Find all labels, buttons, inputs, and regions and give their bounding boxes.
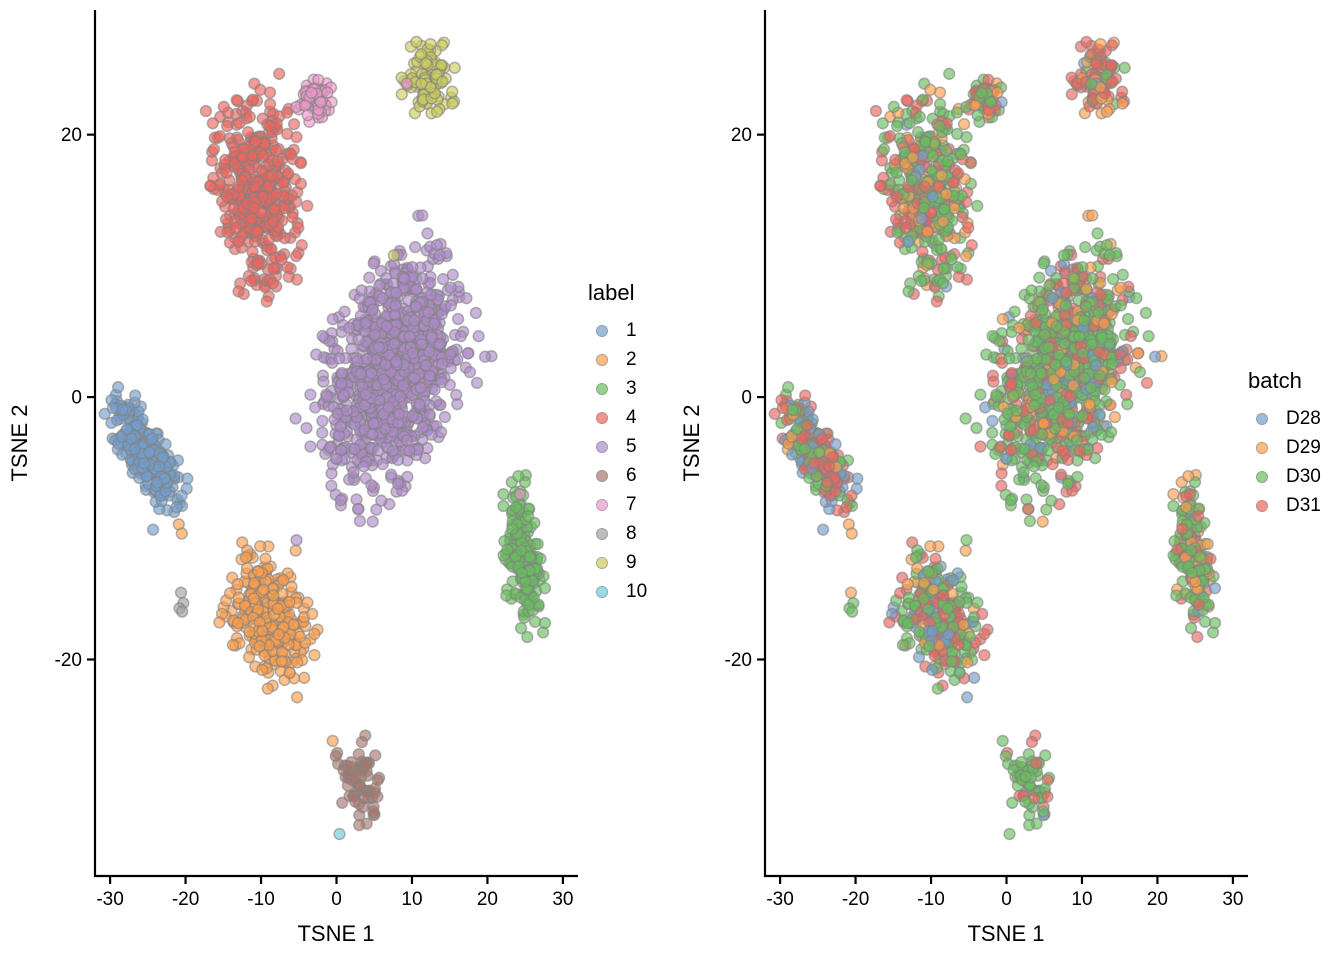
legend-key-dot	[596, 498, 608, 511]
tsne-panel-by-batch: -30 -20 -10 0 10 20 30 -20 0 20 TSNE 1 TSNE 2	[679, 10, 1248, 946]
tsne-panel-by-label: -30 -20 -10 0 10 20 30 -20 0 20 TSNE 1 TSNE 2	[7, 10, 578, 946]
legend-key-dot	[596, 527, 608, 540]
label-legend-items: 1 2 3 4 5 6 7 8 9 10	[586, 316, 647, 606]
legend-item-9: 9	[586, 548, 647, 577]
legend-entry-label: 7	[626, 493, 637, 515]
legend-key-dot	[596, 556, 608, 569]
legend-item-1: 1	[586, 316, 647, 345]
legend-entry-label: 9	[626, 551, 637, 573]
scatter-points-by-label	[98, 35, 552, 841]
label-legend-title: label	[588, 280, 635, 305]
x-tick-label: -20	[172, 889, 199, 910]
legend-item-2: 2	[586, 345, 647, 374]
legend-entry-label: D31	[1286, 494, 1321, 516]
y-tick-label: 0	[741, 388, 752, 409]
legend-entry-label: 6	[626, 464, 637, 486]
y-tick-label: 20	[61, 125, 82, 146]
legend-entry-label: 5	[626, 435, 637, 457]
legend-item-5: 5	[586, 432, 647, 461]
legend-entry-label: D30	[1286, 465, 1321, 487]
y-tick-label: -20	[55, 650, 82, 671]
legend-item-10: 10	[586, 577, 647, 606]
legend-key-dot	[596, 411, 608, 424]
batch-legend: batch D28 D29 D30 D31	[1246, 368, 1321, 520]
legend-entry-label: 3	[626, 377, 637, 399]
axes-right: -30 -20 -10 0 10 20 30 -20 0 20	[725, 10, 1248, 910]
legend-key-dot	[1256, 470, 1268, 483]
legend-key-dot	[1256, 412, 1268, 425]
legend-item-D31: D31	[1246, 491, 1321, 520]
x-tick-label: 10	[1071, 889, 1092, 910]
legend-item-3: 3	[586, 374, 647, 403]
scatter-points-by-batch	[768, 35, 1222, 841]
x-tick-label: 10	[401, 889, 422, 910]
x-tick-label: -10	[247, 889, 274, 910]
x-tick-label: -10	[917, 889, 944, 910]
legend-entry-label: 2	[626, 348, 637, 370]
y-axis-title-right: TSNE 2	[679, 404, 704, 481]
legend-entry-label: D29	[1286, 436, 1321, 458]
x-tick-label: 30	[1222, 889, 1243, 910]
x-tick-label: -30	[96, 889, 123, 910]
legend-item-7: 7	[586, 490, 647, 519]
legend-item-D28: D28	[1246, 404, 1321, 433]
x-axis-title-right: TSNE 1	[967, 921, 1044, 946]
x-tick-label: 20	[1147, 889, 1168, 910]
legend-entry-label: 10	[626, 580, 648, 602]
legend-entry-label: 8	[626, 522, 637, 544]
label-legend: label 1 2 3 4 5 6 7 8 9 10	[586, 280, 647, 606]
legend-key-dot	[1256, 499, 1268, 512]
batch-legend-title: batch	[1248, 368, 1302, 393]
legend-key-dot	[596, 324, 608, 337]
x-tick-label: 0	[1001, 889, 1012, 910]
legend-key-dot	[596, 382, 608, 395]
legend-item-8: 8	[586, 519, 647, 548]
legend-entry-label: 1	[626, 319, 637, 341]
x-tick-label: 30	[552, 889, 573, 910]
legend-entry-label: D28	[1286, 407, 1321, 429]
legend-item-4: 4	[586, 403, 647, 432]
legend-item-D30: D30	[1246, 462, 1321, 491]
legend-key-dot	[596, 469, 608, 482]
legend-item-6: 6	[586, 461, 647, 490]
axes-left: -30 -20 -10 0 10 20 30 -20 0 20	[55, 10, 578, 910]
y-tick-label: 20	[731, 125, 752, 146]
batch-legend-items: D28 D29 D30 D31	[1246, 404, 1321, 520]
y-tick-label: 0	[71, 388, 82, 409]
legend-item-D29: D29	[1246, 433, 1321, 462]
x-tick-label: 0	[331, 889, 342, 910]
legend-key-dot	[1256, 441, 1268, 454]
legend-entry-label: 4	[626, 406, 637, 428]
legend-key-dot	[596, 440, 608, 453]
x-axis-title-left: TSNE 1	[297, 921, 374, 946]
legend-key-dot	[596, 353, 608, 366]
x-tick-label: 20	[477, 889, 498, 910]
y-tick-label: -20	[725, 650, 752, 671]
x-tick-label: -30	[766, 889, 793, 910]
legend-key-dot	[596, 585, 608, 598]
x-tick-label: -20	[842, 889, 869, 910]
y-axis-title-left: TSNE 2	[7, 404, 32, 481]
